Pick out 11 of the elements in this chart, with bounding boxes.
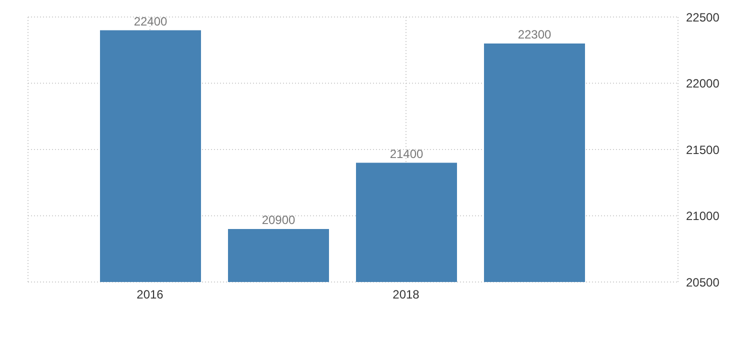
y-tick-label: 22500: [686, 10, 720, 24]
y-tick-label: 22000: [686, 76, 720, 91]
x-tick-label: 2018: [392, 288, 420, 302]
data-label: 22300: [518, 28, 552, 42]
y-tick-label: 20500: [686, 275, 720, 290]
y-tick-label: 21000: [686, 209, 720, 224]
data-label: 20900: [262, 213, 296, 227]
data-label: 21400: [390, 146, 424, 161]
y-tick-label: 21500: [686, 142, 720, 157]
x-tick-label: 2016: [136, 288, 164, 302]
data-label: 22400: [134, 14, 168, 28]
